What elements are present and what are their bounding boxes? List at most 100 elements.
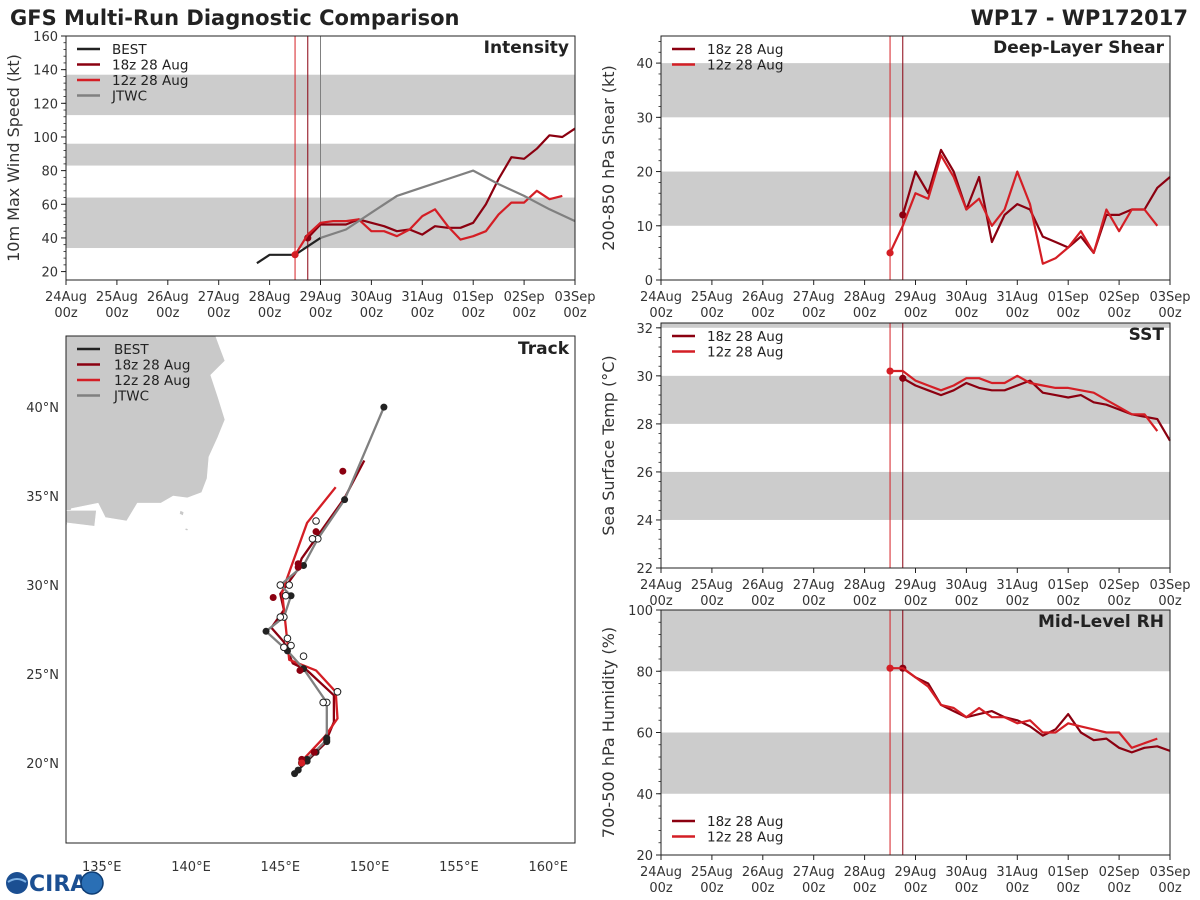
sst-series-marker (899, 375, 906, 382)
sst-band (661, 472, 1170, 520)
rh-xtick-date: 27Aug (793, 865, 835, 880)
sst-panel: 22242628303224Aug00z25Aug00z26Aug00z27Au… (599, 322, 1191, 609)
track-point (296, 667, 303, 674)
rh-xtick-date: 26Aug (742, 865, 784, 880)
shear-xtick-hour: 00z (802, 306, 826, 321)
intensity-xtick-date: 28Aug (249, 290, 291, 305)
intensity-title: Intensity (484, 38, 569, 58)
intensity-xtick-date: 24Aug (45, 290, 87, 305)
intensity-xtick-hour: 00z (512, 306, 536, 321)
track-point-open (284, 635, 291, 642)
intensity-ytick-label: 120 (33, 97, 58, 112)
sst-xtick-date: 29Aug (895, 578, 937, 593)
intensity-ytick-label: 100 (33, 131, 58, 146)
sst-xtick-date: 30Aug (945, 578, 987, 593)
sst-xtick-hour: 00z (751, 594, 775, 609)
intensity-xtick-date: 31Aug (401, 290, 443, 305)
track-point (270, 594, 277, 601)
shear-ytick-label: 10 (636, 220, 653, 235)
land-polygon (179, 510, 184, 515)
shear-xtick-date: 27Aug (793, 290, 835, 305)
shear-xtick-hour: 00z (1006, 306, 1030, 321)
rh-panel: 2040608010024Aug00z25Aug00z26Aug00z27Aug… (599, 604, 1191, 896)
track-xtick-label: 160°E (528, 860, 568, 875)
rh-legend-label: 18z 28 Aug (707, 814, 783, 830)
track-map-area (0, 327, 387, 777)
shear-xtick-date: 26Aug (742, 290, 784, 305)
track-ytick-label: 40°N (26, 401, 59, 416)
shear-legend-label: 12z 28 Aug (707, 58, 783, 74)
track-legend-label: JTWC (113, 389, 149, 405)
storm-id: WP17 - WP172017 (971, 6, 1188, 30)
sst-ytick-label: 22 (636, 562, 653, 577)
cira-logo-seal (81, 872, 103, 894)
shear-xtick-hour: 00z (955, 306, 979, 321)
sst-band (661, 376, 1170, 424)
rh-legend-label: 12z 28 Aug (707, 830, 783, 846)
shear-xtick-hour: 00z (853, 306, 877, 321)
rh-xtick-date: 31Aug (996, 865, 1038, 880)
track-ytick-label: 20°N (26, 757, 59, 772)
sst-xtick-date: 26Aug (742, 578, 784, 593)
rh-title: Mid-Level RH (1038, 612, 1164, 632)
shear-xtick-date: 03Sep (1149, 290, 1190, 305)
intensity-xtick-hour: 00z (54, 306, 78, 321)
track-point (263, 628, 270, 635)
intensity-ytick-label: 60 (41, 198, 58, 213)
shear-xtick-date: 28Aug (844, 290, 886, 305)
track-point (311, 749, 318, 756)
shear-xtick-hour: 00z (904, 306, 928, 321)
sst-xtick-date: 25Aug (691, 578, 733, 593)
shear-xtick-date: 25Aug (691, 290, 733, 305)
rh-xtick-date: 25Aug (691, 865, 733, 880)
rh-ytick-label: 40 (636, 788, 653, 803)
rh-xtick-hour: 00z (955, 881, 979, 896)
intensity-ytick-label: 20 (41, 266, 58, 281)
rh-xtick-hour: 00z (751, 881, 775, 896)
rh-xtick-date: 29Aug (895, 865, 937, 880)
sst-xtick-hour: 00z (1006, 594, 1030, 609)
intensity-xtick-hour: 00z (563, 306, 587, 321)
track-point-open (334, 688, 341, 695)
shear-xtick-date: 01Sep (1048, 290, 1089, 305)
track-point-open (277, 582, 284, 589)
intensity-xtick-date: 25Aug (96, 290, 138, 305)
cira-logo-text: CIRA (29, 872, 87, 897)
rh-xtick-hour: 00z (802, 881, 826, 896)
rh-xtick-hour: 00z (1006, 881, 1030, 896)
shear-xtick-date: 24Aug (640, 290, 682, 305)
rh-ytick-label: 80 (636, 665, 653, 680)
intensity-legend-label: 18z 28 Aug (112, 58, 188, 74)
shear-ytick-label: 30 (636, 111, 653, 126)
track-xtick-label: 155°E (439, 860, 479, 875)
track-point-open (281, 644, 288, 651)
rh-xtick-hour: 00z (904, 881, 928, 896)
sst-xtick-hour: 00z (955, 594, 979, 609)
shear-xtick-hour: 00z (1057, 306, 1081, 321)
rh-xtick-date: 01Sep (1048, 865, 1089, 880)
track-legend-label: 12z 28 Aug (114, 373, 190, 389)
rh-ylabel: 700-500 hPa Humidity (%) (599, 627, 618, 838)
track-point-open (277, 614, 284, 621)
track-legend-label: 18z 28 Aug (114, 358, 190, 374)
track-point-open (286, 582, 293, 589)
shear-legend-label: 18z 28 Aug (707, 42, 783, 58)
rh-xtick-date: 28Aug (844, 865, 886, 880)
intensity-xtick-date: 29Aug (300, 290, 342, 305)
shear-xtick-hour: 00z (751, 306, 775, 321)
sst-xtick-hour: 00z (700, 594, 724, 609)
shear-band (661, 172, 1170, 226)
track-point (295, 767, 302, 774)
intensity-panel: 2040608010012014016024Aug00z25Aug00z26Au… (4, 30, 596, 321)
sst-ytick-label: 32 (636, 322, 653, 337)
shear-xtick-hour: 00z (700, 306, 724, 321)
track-point (295, 560, 302, 567)
intensity-ytick-label: 160 (33, 30, 58, 45)
land-polygon (185, 528, 189, 531)
sst-xtick-date: 24Aug (640, 578, 682, 593)
sst-ylabel: Sea Surface Temp (°C) (599, 355, 618, 535)
sst-xtick-date: 31Aug (996, 578, 1038, 593)
intensity-ytick-label: 80 (41, 165, 58, 180)
rh-series-marker (886, 665, 893, 672)
track-ytick-label: 25°N (26, 668, 59, 683)
